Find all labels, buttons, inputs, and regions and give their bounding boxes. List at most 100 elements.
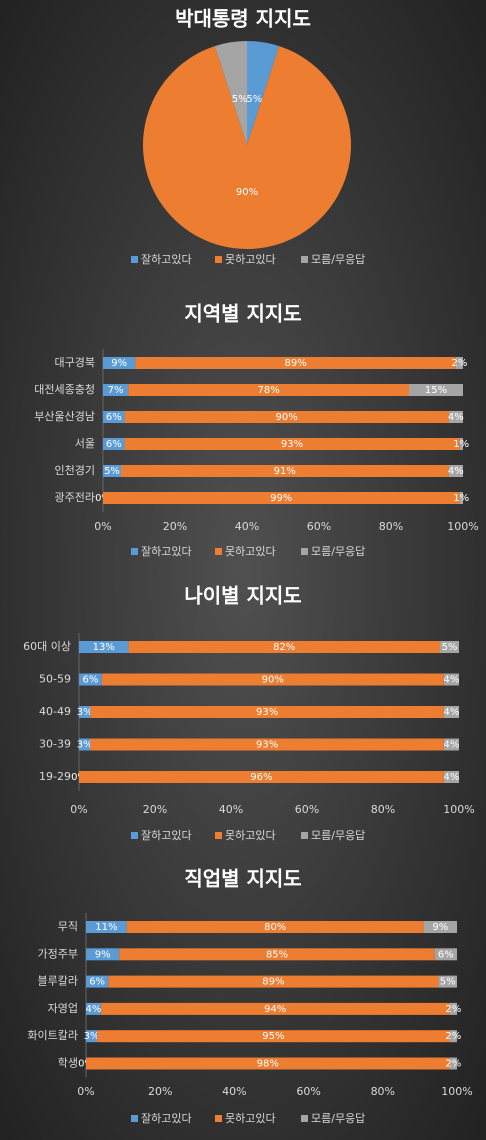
bar-segment <box>101 673 444 686</box>
chart-title: 박대통령 지지도 <box>175 7 311 31</box>
legend-swatch <box>131 548 138 555</box>
legend-label: 못하고있다 <box>225 1111 276 1125</box>
bar-segment <box>449 1057 457 1070</box>
legend-swatch <box>131 1115 138 1122</box>
legend-label: 모름/무응답 <box>311 1112 365 1125</box>
bar-label: 93% <box>256 707 278 718</box>
y-tick-label: 19-29 <box>39 770 71 783</box>
bar-label: 3% <box>77 740 93 751</box>
bar-label: 15% <box>425 385 447 396</box>
bar-segment <box>448 411 463 423</box>
x-tick-label: 40% <box>219 803 243 816</box>
y-tick-label: 서울 <box>75 437 95 450</box>
bar-label: 11% <box>95 922 117 933</box>
bar-segment <box>79 641 129 653</box>
bar-label: 4% <box>448 412 464 423</box>
legend-swatch <box>301 832 308 839</box>
bar-label: 1% <box>453 439 469 450</box>
x-tick-label: 100% <box>447 520 478 533</box>
x-tick-label: 40% <box>222 1085 246 1098</box>
x-tick-label: 0% <box>70 803 87 816</box>
x-tick-label: 100% <box>441 1085 472 1098</box>
legend-label: 모름/무응답 <box>311 253 365 266</box>
bar-label: 1% <box>453 493 469 504</box>
bar-label: 4% <box>448 466 464 477</box>
bar-label: 2% <box>445 1031 461 1042</box>
y-tick-label: 블루칼라 <box>38 975 78 988</box>
y-tick-label: 가정주부 <box>38 947 78 960</box>
y-tick-label: 무직 <box>58 920 78 933</box>
bar-segment <box>409 384 463 396</box>
bar-segment <box>121 465 449 477</box>
bar-segment <box>135 357 456 369</box>
bar-label: 9% <box>95 949 111 960</box>
legend-swatch <box>215 832 222 839</box>
bar-segment <box>86 1057 450 1070</box>
bar-label: 90% <box>275 412 297 423</box>
legend-label: 못하고있다 <box>225 252 276 266</box>
x-tick-label: 100% <box>443 803 474 816</box>
y-tick-label: 화이트칼라 <box>27 1029 78 1042</box>
bar-segment <box>103 384 129 396</box>
legend-swatch <box>131 832 138 839</box>
legend-swatch <box>301 548 308 555</box>
bar-segment <box>100 1002 450 1015</box>
x-tick-label: 80% <box>371 803 395 816</box>
y-tick-label: 인천경기 <box>55 463 95 477</box>
y-tick-label: 대전세종충청 <box>34 383 95 396</box>
y-tick-label: 학생 <box>58 1057 78 1070</box>
x-tick-label: 40% <box>235 520 259 533</box>
legend-swatch <box>301 1115 308 1122</box>
bar-label: 2% <box>445 1059 461 1070</box>
bar-segment <box>443 738 459 751</box>
bar-label: 95% <box>262 1031 284 1042</box>
bar-segment <box>126 921 424 933</box>
y-tick-label: 자영업 <box>48 1002 78 1015</box>
bar-segment <box>438 975 457 988</box>
legend-label: 잘하고있다 <box>141 828 192 842</box>
slice-label: 90% <box>236 187 258 198</box>
bar-label: 5% <box>440 977 456 988</box>
bar-segment <box>86 948 120 961</box>
bar-segment <box>459 438 463 450</box>
legend-label: 모름/무응답 <box>311 829 365 842</box>
bar-segment <box>103 411 125 423</box>
chart-title: 나이별 지지도 <box>184 584 301 608</box>
bar-segment <box>79 673 102 686</box>
legend-label: 못하고있다 <box>225 544 276 558</box>
bar-label: 82% <box>273 642 295 653</box>
bar-segment <box>79 706 91 718</box>
x-tick-label: 0% <box>77 1085 94 1098</box>
y-tick-label: 40-49 <box>39 705 71 718</box>
bar-segment <box>108 975 439 988</box>
bar-segment <box>128 641 440 653</box>
bar-label: 93% <box>256 740 278 751</box>
bar-label: 99% <box>270 493 292 504</box>
bar-label: 93% <box>281 439 303 450</box>
bar-segment <box>459 492 463 504</box>
bar-segment <box>103 492 460 504</box>
x-tick-label: 60% <box>307 520 331 533</box>
y-tick-label: 부산울산경남 <box>34 410 95 423</box>
x-tick-label: 60% <box>296 1085 320 1098</box>
bar-label: 9% <box>432 922 448 933</box>
bar-label: 85% <box>266 949 288 960</box>
bar-label: 80% <box>264 922 286 933</box>
legend-label: 못하고있다 <box>225 828 276 842</box>
bar-segment <box>128 384 409 396</box>
bar-segment <box>443 771 459 783</box>
legend-label: 잘하고있다 <box>141 1111 192 1125</box>
bar-segment <box>79 738 91 751</box>
slice-label: 5% <box>246 94 262 105</box>
bar-label: 5% <box>442 642 458 653</box>
bar-label: 2% <box>445 1004 461 1015</box>
y-tick-label: 30-39 <box>39 738 71 751</box>
bar-label: 90% <box>262 675 284 686</box>
legend-swatch <box>215 256 222 263</box>
bar-label: 13% <box>93 642 115 653</box>
y-tick-label: 대구경북 <box>55 356 95 369</box>
bar-segment <box>443 673 459 686</box>
bar-label: 3% <box>77 707 93 718</box>
bar-segment <box>434 948 457 961</box>
bar-segment <box>86 1030 98 1043</box>
